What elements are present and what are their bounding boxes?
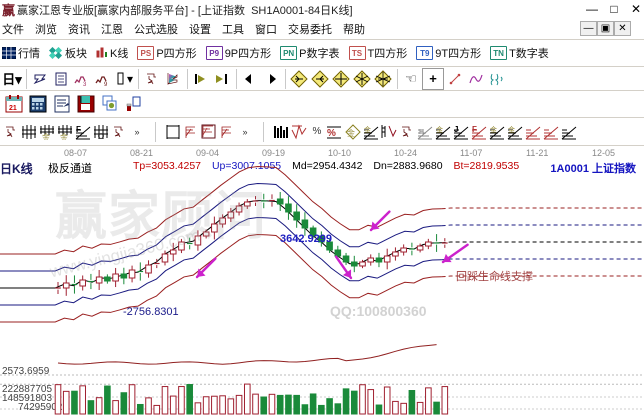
svg-text:%: % xyxy=(327,128,336,139)
svg-text:金: 金 xyxy=(436,125,443,134)
svg-text:F: F xyxy=(472,125,477,134)
svg-text:金: 金 xyxy=(364,125,371,134)
svg-text:2573.6959: 2573.6959 xyxy=(2,366,50,377)
svg-text:金: 金 xyxy=(508,125,515,134)
svg-text:3642.9299: 3642.9299 xyxy=(280,233,332,245)
svg-text:金: 金 xyxy=(60,132,68,140)
svg-text:9: 9 xyxy=(104,82,108,87)
svg-text:F: F xyxy=(76,125,81,134)
svg-text:回踩生命线支撑: 回踩生命线支撑 xyxy=(456,269,533,283)
svg-text:金: 金 xyxy=(490,125,497,134)
svg-text:-2756.8301: -2756.8301 xyxy=(123,306,179,318)
svg-text:金: 金 xyxy=(42,132,50,140)
svg-text:J: J xyxy=(454,125,458,134)
svg-text:金: 金 xyxy=(347,128,355,138)
svg-text:H: H xyxy=(419,129,424,136)
svg-text:21: 21 xyxy=(9,105,17,112)
svg-text:3: 3 xyxy=(83,82,87,87)
